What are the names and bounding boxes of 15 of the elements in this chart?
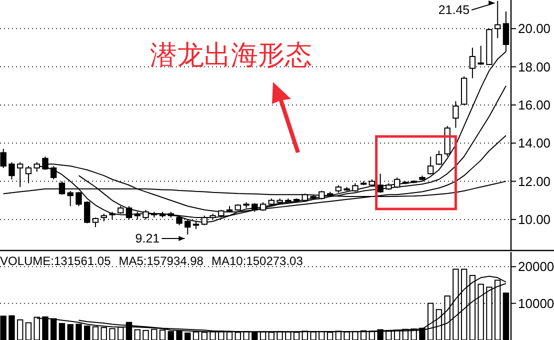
y-tick-label: 14.00 <box>518 136 551 151</box>
annotation: MA5:157934.98 <box>118 254 204 268</box>
callout: 潜龙出海形态 <box>150 40 312 153</box>
annotation: 潜龙出海形态 <box>150 40 312 71</box>
y-tick-label: 20.00 <box>518 21 551 36</box>
annotation: 9.21 <box>135 232 160 246</box>
y-tick-label: 12.00 <box>518 174 551 189</box>
y-tick-label: 10.00 <box>518 212 551 227</box>
annotation: MA10:150273.03 <box>211 254 304 268</box>
y-tick-label: 20000 <box>518 259 554 274</box>
y-tick-label: 16.00 <box>518 97 551 112</box>
y-tick-label: 18.00 <box>518 59 551 74</box>
annotation: VOLUME:131561.05 <box>0 254 112 268</box>
y-tick-label: 10000 <box>518 296 554 311</box>
annotation: 21.45 <box>438 3 470 17</box>
